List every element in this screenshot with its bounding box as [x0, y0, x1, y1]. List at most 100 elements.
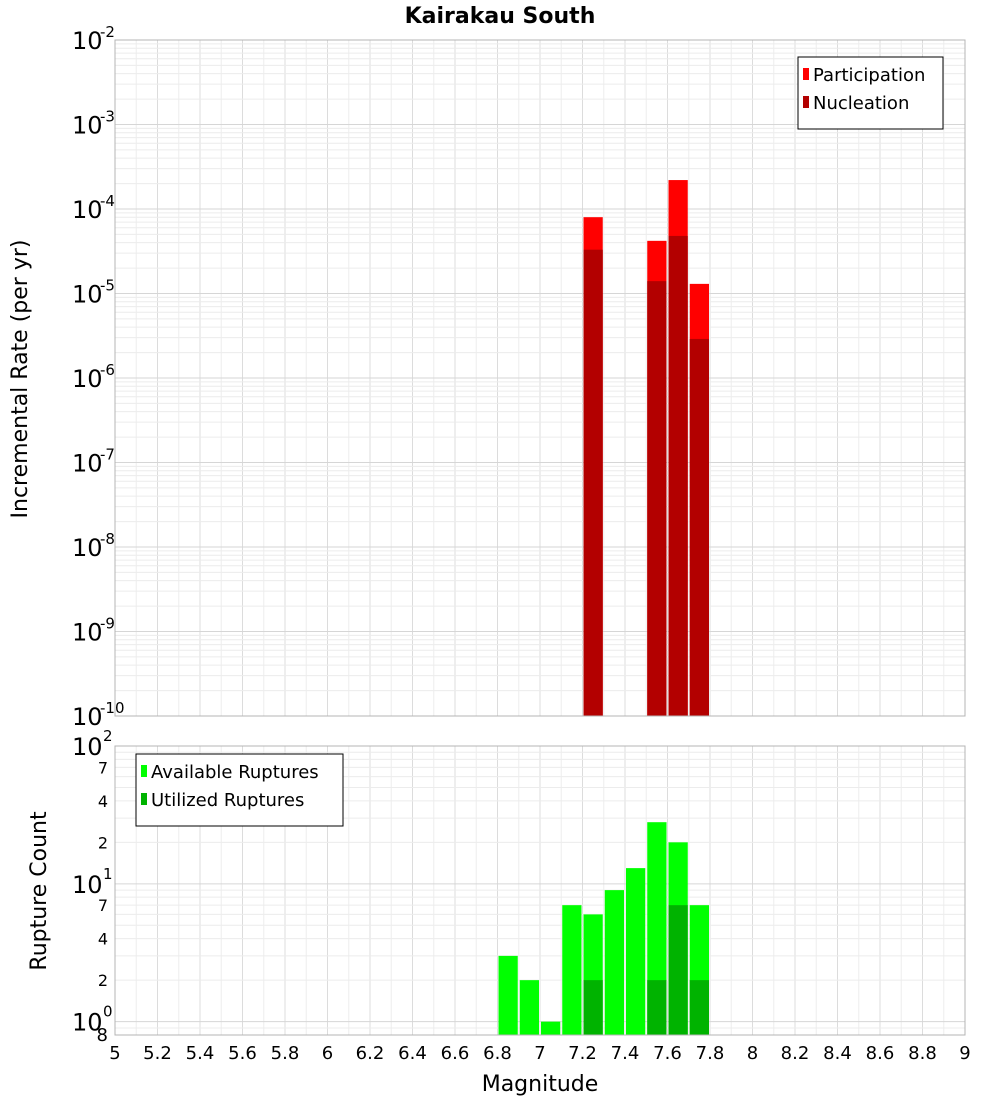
- bottom-bar-utilized-ruptures: [583, 980, 603, 1035]
- x-tick-label: 7.2: [568, 1043, 597, 1064]
- top-legend-entry-label: Nucleation: [813, 93, 909, 114]
- x-tick-label: 5.4: [186, 1043, 215, 1064]
- top-y-tick-label: 10-6: [72, 361, 115, 393]
- top-bar-nucleation: [583, 249, 603, 716]
- chart-title: Kairakau South: [405, 4, 596, 29]
- bottom-legend-swatch: [141, 765, 147, 777]
- top-legend-swatch: [803, 68, 809, 80]
- bottom-bar-available-ruptures: [541, 1021, 561, 1035]
- top-y-tick-exponent: -7: [100, 446, 115, 464]
- top-y-tick-base: 10: [72, 703, 103, 731]
- top-y-tick-label: 10-8: [72, 530, 115, 562]
- x-tick-label: 5.6: [228, 1043, 257, 1064]
- top-bar-nucleation: [668, 235, 688, 716]
- x-tick-label: 8.6: [866, 1043, 895, 1064]
- bottom-legend-swatch: [141, 793, 147, 805]
- bottom-y-decade-label: 10 0: [72, 1003, 113, 1037]
- top-y-tick-exponent: -2: [100, 23, 115, 41]
- top-y-tick-label: 10-10: [72, 699, 125, 731]
- bottom-bar-available-ruptures: [498, 955, 518, 1035]
- bottom-y-axis-label: Rupture Count: [27, 811, 52, 971]
- bottom-bar-available-ruptures: [519, 980, 539, 1035]
- bottom-y-tick-label: 4: [98, 792, 108, 811]
- x-tick-label: 8: [747, 1043, 758, 1064]
- top-y-tick-base: 10: [72, 196, 103, 224]
- x-tick-label: 5.2: [143, 1043, 172, 1064]
- top-legend-box: [797, 56, 944, 130]
- x-tick-label: 7.4: [611, 1043, 640, 1064]
- top-bar-nucleation: [689, 338, 709, 716]
- x-tick-label: 7.6: [653, 1043, 682, 1064]
- bottom-y-decade-exponent: 2: [103, 727, 113, 745]
- bottom-bar-utilized-ruptures: [668, 905, 688, 1035]
- bottom-y-decade-exponent: 0: [103, 1003, 113, 1021]
- x-tick-label: 6.8: [483, 1043, 512, 1064]
- shared-x-axis: 5 5.2 5.4 5.6 5.8 6 6.2 6.4 6.6 6.8 7 7.2 7.4 7.6 7.8 8…: [109, 1043, 970, 1064]
- x-tick-label: 6.2: [356, 1043, 385, 1064]
- top-legend-swatch: [803, 96, 809, 108]
- x-tick-label: 6.6: [441, 1043, 470, 1064]
- top-y-tick-base: 10: [72, 281, 103, 309]
- bottom-legend-entry-label: Utilized Ruptures: [151, 790, 304, 811]
- bottom-y-decade-base: 10: [72, 1009, 103, 1037]
- x-tick-label: 5.8: [271, 1043, 300, 1064]
- bottom-y-tick-label: 7: [98, 896, 108, 915]
- top-y-tick-base: 10: [72, 27, 103, 55]
- x-tick-label: 7: [534, 1043, 545, 1064]
- top-y-tick-exponent: -9: [100, 615, 115, 633]
- bottom-legend-box: [135, 753, 344, 827]
- x-tick-label: 8.8: [908, 1043, 937, 1064]
- bottom-y-decade-base: 10: [72, 871, 103, 899]
- x-tick-label: 8.4: [823, 1043, 852, 1064]
- top-y-tick-base: 10: [72, 112, 103, 140]
- bottom-chart-legend: Available Ruptures Utilized Ruptures: [135, 753, 344, 827]
- top-bar-nucleation: [647, 281, 667, 716]
- top-y-tick-base: 10: [72, 450, 103, 478]
- bottom-chart-bars: [498, 822, 709, 1035]
- top-y-tick-label: 10-9: [72, 615, 115, 647]
- bottom-y-tick-label: 8: [97, 1025, 108, 1046]
- top-y-axis-label: Incremental Rate (per yr): [8, 240, 33, 519]
- bottom-bar-available-ruptures: [604, 890, 624, 1035]
- bottom-y-tick-label: 2: [98, 833, 108, 852]
- bottom-legend-entry-label: Available Ruptures: [151, 762, 319, 783]
- bottom-y-decade-label: 10 1: [72, 865, 113, 899]
- top-y-tick-label: 10-3: [72, 108, 115, 140]
- x-tick-label: 7.8: [696, 1043, 725, 1064]
- x-tick-label: 6.4: [398, 1043, 427, 1064]
- bottom-plot-frame: [114, 745, 966, 1036]
- top-chart-legend: Participation Nucleation: [797, 56, 944, 130]
- top-y-tick-label: 10-2: [72, 23, 115, 55]
- top-y-tick-label: 10-7: [72, 446, 115, 478]
- top-y-tick-base: 10: [72, 365, 103, 393]
- x-tick-label: 9: [959, 1043, 970, 1064]
- bottom-y-decade-base: 10: [72, 733, 103, 761]
- top-chart-bars: [583, 180, 709, 716]
- top-chart-gridlines: [114, 39, 966, 717]
- top-y-tick-exponent: -8: [100, 530, 115, 548]
- top-y-tick-exponent: -5: [100, 277, 115, 295]
- top-y-tick-label: 10-5: [72, 277, 115, 309]
- bottom-y-decade-label: 10 2: [72, 727, 113, 761]
- x-axis-label: Magnitude: [482, 1072, 599, 1097]
- bottom-bar-available-ruptures: [626, 868, 646, 1035]
- bottom-bar-utilized-ruptures: [647, 980, 667, 1035]
- bottom-bar-utilized-ruptures: [689, 980, 709, 1035]
- x-tick-label: 8.2: [781, 1043, 810, 1064]
- top-plot-frame: [114, 39, 966, 717]
- top-y-tick-base: 10: [72, 534, 103, 562]
- top-y-tick-base: 10: [72, 619, 103, 647]
- top-y-tick-exponent: -4: [100, 192, 115, 210]
- bottom-y-tick-label: 7: [98, 758, 108, 777]
- top-y-tick-label: 10-4: [72, 192, 115, 224]
- x-tick-label: 6: [322, 1043, 333, 1064]
- bottom-y-tick-label: 2: [98, 971, 108, 990]
- top-y-tick-exponent: -6: [100, 361, 115, 379]
- bottom-bar-available-ruptures: [562, 905, 582, 1035]
- x-tick-label: 5: [109, 1043, 120, 1064]
- top-y-tick-exponent: -3: [100, 108, 115, 126]
